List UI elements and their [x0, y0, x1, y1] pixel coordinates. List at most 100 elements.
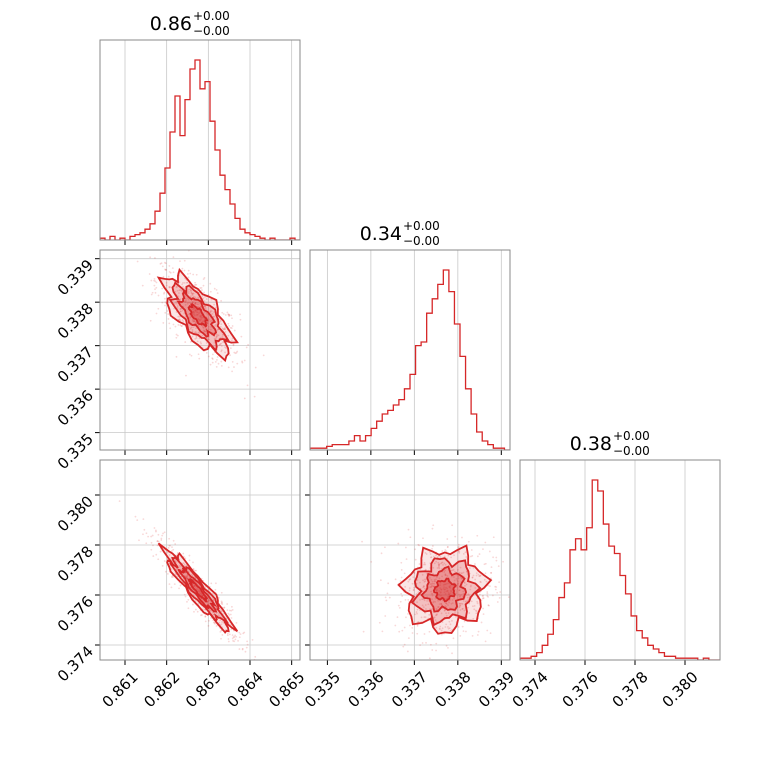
contour-level: [397, 544, 493, 635]
scatter-point: [447, 595, 449, 598]
title-lower-error: −0.00: [613, 444, 650, 458]
scatter-point: [422, 586, 425, 589]
scatter-point: [384, 615, 387, 617]
scatter-point: [224, 351, 226, 354]
scatter-point: [178, 318, 181, 321]
scatter-point: [195, 336, 198, 338]
scatter-point: [196, 311, 199, 314]
scatter-point: [458, 606, 461, 609]
scatter-point: [178, 564, 181, 567]
histogram-2: [520, 479, 720, 660]
scatter-point: [201, 614, 203, 616]
scatter-point: [448, 620, 451, 623]
scatter-point: [184, 301, 186, 303]
scatter-point: [201, 594, 204, 597]
scatter-point: [480, 621, 483, 624]
scatter-point: [184, 595, 187, 598]
scatter-point: [455, 590, 458, 592]
scatter-point: [424, 604, 427, 606]
scatter-point: [435, 589, 438, 592]
scatter-point: [262, 354, 265, 357]
title-upper-error: +0.00: [193, 9, 230, 23]
scatter-point: [175, 302, 178, 305]
scatter-point: [182, 282, 184, 284]
scatter-point: [445, 614, 448, 617]
scatter-point: [435, 642, 438, 645]
scatter-point: [432, 555, 435, 558]
scatter-point: [481, 597, 484, 600]
scatter-point: [423, 578, 426, 581]
scatter-point: [495, 556, 498, 559]
scatter-point: [445, 602, 448, 605]
scatter-point: [185, 299, 187, 301]
scatter-point: [226, 632, 229, 635]
scatter-point: [445, 550, 448, 553]
scatter-point: [190, 289, 193, 292]
scatter-point: [184, 315, 187, 318]
scatter-point: [441, 621, 444, 623]
scatter-point: [234, 352, 237, 355]
scatter-point: [457, 582, 459, 585]
scatter-point: [197, 331, 200, 334]
scatter-point: [193, 320, 195, 323]
scatter-point: [412, 576, 415, 579]
scatter-point: [416, 608, 419, 611]
scatter-point: [227, 612, 230, 615]
scatter-point: [167, 546, 170, 549]
scatter-point: [189, 327, 192, 329]
scatter-point: [496, 601, 499, 603]
scatter-point: [230, 314, 233, 317]
scatter-point: [230, 628, 233, 631]
scatter-point: [468, 602, 471, 605]
param-title-0: 0.86 +0.00−0.00: [150, 9, 230, 38]
scatter-point: [177, 295, 180, 298]
scatter-point: [191, 318, 194, 321]
scatter-point: [175, 333, 178, 336]
scatter-point: [216, 359, 218, 361]
scatter-point: [193, 331, 196, 334]
scatter-point: [193, 584, 196, 587]
scatter-point: [185, 575, 187, 578]
scatter-point: [399, 580, 402, 582]
scatter-point: [403, 572, 406, 575]
scatter-point: [219, 325, 222, 328]
scatter-point: [434, 600, 437, 603]
scatter-point: [222, 333, 224, 336]
scatter-point: [194, 309, 196, 312]
scatter-point: [384, 546, 386, 549]
scatter-point: [218, 615, 221, 618]
scatter-point: [198, 337, 201, 340]
scatter-point: [194, 337, 197, 340]
scatter-point: [451, 599, 454, 601]
scatter-point: [191, 301, 194, 304]
scatter-point: [439, 591, 442, 593]
scatter-point: [194, 296, 197, 299]
scatter-point: [216, 356, 219, 358]
scatter-point: [241, 360, 243, 363]
scatter-point: [440, 594, 442, 597]
scatter-point: [445, 612, 447, 615]
scatter-point: [381, 630, 384, 633]
scatter-point: [154, 291, 157, 294]
scatter-point: [438, 627, 441, 630]
scatter-point: [161, 564, 164, 567]
scatter-point: [400, 568, 403, 571]
scatter-point: [234, 634, 236, 637]
scatter-point: [192, 326, 195, 329]
scatter-point: [192, 311, 195, 314]
scatter-point: [182, 285, 184, 288]
scatter-point: [157, 540, 160, 543]
scatter-point: [220, 350, 223, 353]
scatter-point: [423, 561, 426, 564]
scatter-point: [176, 334, 179, 337]
scatter-point: [202, 297, 205, 300]
scatter-point: [416, 579, 419, 581]
scatter-point: [238, 631, 241, 634]
scatter-point: [471, 576, 474, 579]
scatter-point: [460, 602, 463, 605]
scatter-point: [233, 329, 236, 332]
scatter-point: [386, 592, 389, 595]
scatter-point: [430, 590, 432, 593]
scatter-point: [187, 598, 190, 601]
scatter-point: [191, 294, 194, 297]
